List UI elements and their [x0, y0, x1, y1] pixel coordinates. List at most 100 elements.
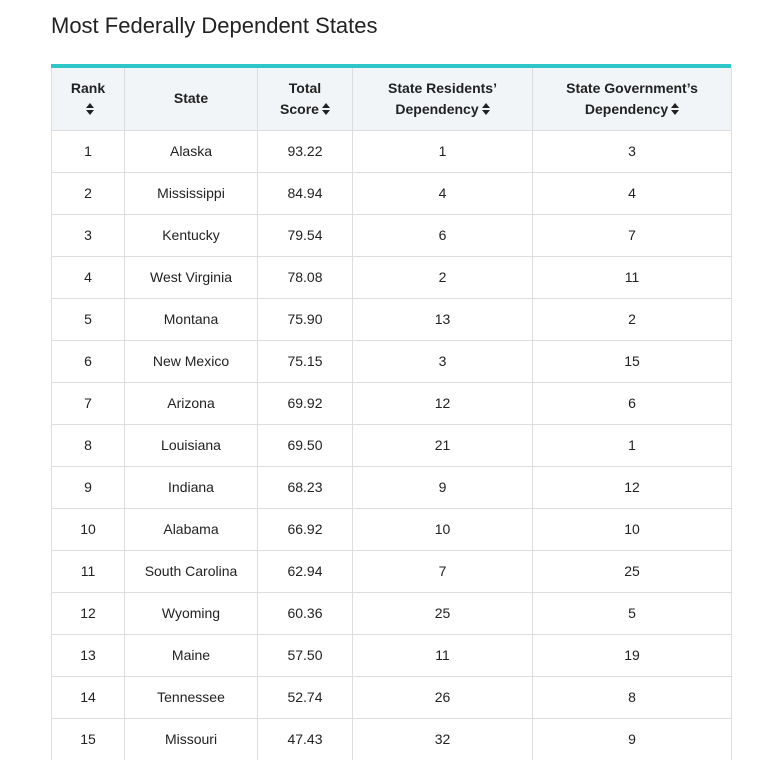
table-row: 7 Arizona 69.92 12 6 [51, 381, 732, 425]
cell-state: New Mexico [124, 339, 258, 383]
cell-residents-dependency: 10 [352, 507, 533, 551]
cell-residents-dependency: 13 [352, 297, 533, 341]
cell-total-score: 52.74 [257, 675, 353, 719]
table-header-row: Rank State Total Score State Residents’ … [51, 68, 732, 131]
cell-residents-dependency: 4 [352, 171, 533, 215]
header-government-label-line2: Dependency [584, 100, 669, 117]
sort-up-down-icon[interactable] [481, 103, 490, 116]
cell-government-dependency: 25 [532, 549, 732, 593]
cell-residents-dependency: 9 [352, 465, 533, 509]
cell-total-score: 69.50 [257, 423, 353, 467]
table-row: 11 South Carolina 62.94 7 25 [51, 549, 732, 593]
cell-residents-dependency: 25 [352, 591, 533, 635]
sort-up-down-icon[interactable] [671, 103, 680, 116]
cell-residents-dependency: 3 [352, 339, 533, 383]
cell-government-dependency: 4 [532, 171, 732, 215]
cell-residents-dependency: 12 [352, 381, 533, 425]
cell-rank: 10 [51, 507, 125, 551]
header-state-label: State [173, 90, 209, 107]
header-government-dependency[interactable]: State Government’s Dependency [532, 68, 732, 131]
header-residents-label-line2: Dependency [395, 100, 479, 117]
table-row: 6 New Mexico 75.15 3 15 [51, 339, 732, 383]
cell-rank: 4 [51, 255, 125, 299]
cell-rank: 2 [51, 171, 125, 215]
cell-state: Alaska [124, 129, 258, 173]
header-total-score-label-line2: Score [280, 100, 319, 117]
header-rank[interactable]: Rank [51, 68, 125, 131]
cell-total-score: 57.50 [257, 633, 353, 677]
header-state: State [124, 68, 258, 131]
cell-rank: 5 [51, 297, 125, 341]
cell-rank: 8 [51, 423, 125, 467]
cell-state: South Carolina [124, 549, 258, 593]
cell-rank: 9 [51, 465, 125, 509]
cell-government-dependency: 11 [532, 255, 732, 299]
cell-total-score: 93.22 [257, 129, 353, 173]
cell-government-dependency: 15 [532, 339, 732, 383]
cell-total-score: 47.43 [257, 717, 353, 760]
sort-up-down-icon[interactable] [321, 103, 330, 116]
cell-government-dependency: 10 [532, 507, 732, 551]
cell-rank: 12 [51, 591, 125, 635]
header-residents-dependency[interactable]: State Residents’ Dependency [352, 68, 533, 131]
cell-government-dependency: 12 [532, 465, 732, 509]
cell-rank: 15 [51, 717, 125, 760]
cell-total-score: 66.92 [257, 507, 353, 551]
cell-residents-dependency: 32 [352, 717, 533, 760]
cell-residents-dependency: 11 [352, 633, 533, 677]
cell-total-score: 69.92 [257, 381, 353, 425]
table-row: 10 Alabama 66.92 10 10 [51, 507, 732, 551]
cell-total-score: 75.90 [257, 297, 353, 341]
cell-state: Mississippi [124, 171, 258, 215]
cell-total-score: 60.36 [257, 591, 353, 635]
cell-total-score: 75.15 [257, 339, 353, 383]
cell-rank: 11 [51, 549, 125, 593]
cell-state: Montana [124, 297, 258, 341]
cell-residents-dependency: 7 [352, 549, 533, 593]
cell-rank: 1 [51, 129, 125, 173]
sort-up-down-icon[interactable] [85, 103, 94, 116]
table-body: 1 Alaska 93.22 1 3 2 Mississippi 84.94 4 4 3 Kentuc… [51, 129, 732, 760]
cell-state: Tennessee [124, 675, 258, 719]
cell-state: Louisiana [124, 423, 258, 467]
table-row: 2 Mississippi 84.94 4 4 [51, 171, 732, 215]
cell-state: Kentucky [124, 213, 258, 257]
cell-rank: 6 [51, 339, 125, 383]
page-title: Most Federally Dependent States [51, 13, 378, 38]
cell-rank: 13 [51, 633, 125, 677]
header-rank-label: Rank [70, 79, 106, 96]
ranking-table: Rank State Total Score State Residents’ … [51, 68, 732, 760]
cell-rank: 14 [51, 675, 125, 719]
cell-government-dependency: 3 [532, 129, 732, 173]
header-total-score[interactable]: Total Score [257, 68, 353, 131]
cell-government-dependency: 2 [532, 297, 732, 341]
table-row: 3 Kentucky 79.54 6 7 [51, 213, 732, 257]
table-row: 12 Wyoming 60.36 25 5 [51, 591, 732, 635]
cell-state: Wyoming [124, 591, 258, 635]
cell-state: Indiana [124, 465, 258, 509]
header-government-label-line1: State Government’s [566, 79, 698, 96]
table-row: 15 Missouri 47.43 32 9 [51, 717, 732, 760]
table-row: 8 Louisiana 69.50 21 1 [51, 423, 732, 467]
table-row: 1 Alaska 93.22 1 3 [51, 129, 732, 173]
cell-state: Maine [124, 633, 258, 677]
cell-government-dependency: 19 [532, 633, 732, 677]
cell-government-dependency: 7 [532, 213, 732, 257]
cell-residents-dependency: 2 [352, 255, 533, 299]
cell-residents-dependency: 6 [352, 213, 533, 257]
cell-government-dependency: 5 [532, 591, 732, 635]
cell-total-score: 78.08 [257, 255, 353, 299]
cell-government-dependency: 1 [532, 423, 732, 467]
cell-state: West Virginia [124, 255, 258, 299]
ranking-table-container: Rank State Total Score State Residents’ … [51, 64, 732, 760]
cell-government-dependency: 8 [532, 675, 732, 719]
table-row: 14 Tennessee 52.74 26 8 [51, 675, 732, 719]
cell-total-score: 79.54 [257, 213, 353, 257]
cell-state: Missouri [124, 717, 258, 760]
cell-rank: 3 [51, 213, 125, 257]
table-row: 13 Maine 57.50 11 19 [51, 633, 732, 677]
cell-government-dependency: 6 [532, 381, 732, 425]
cell-residents-dependency: 26 [352, 675, 533, 719]
cell-state: Alabama [124, 507, 258, 551]
